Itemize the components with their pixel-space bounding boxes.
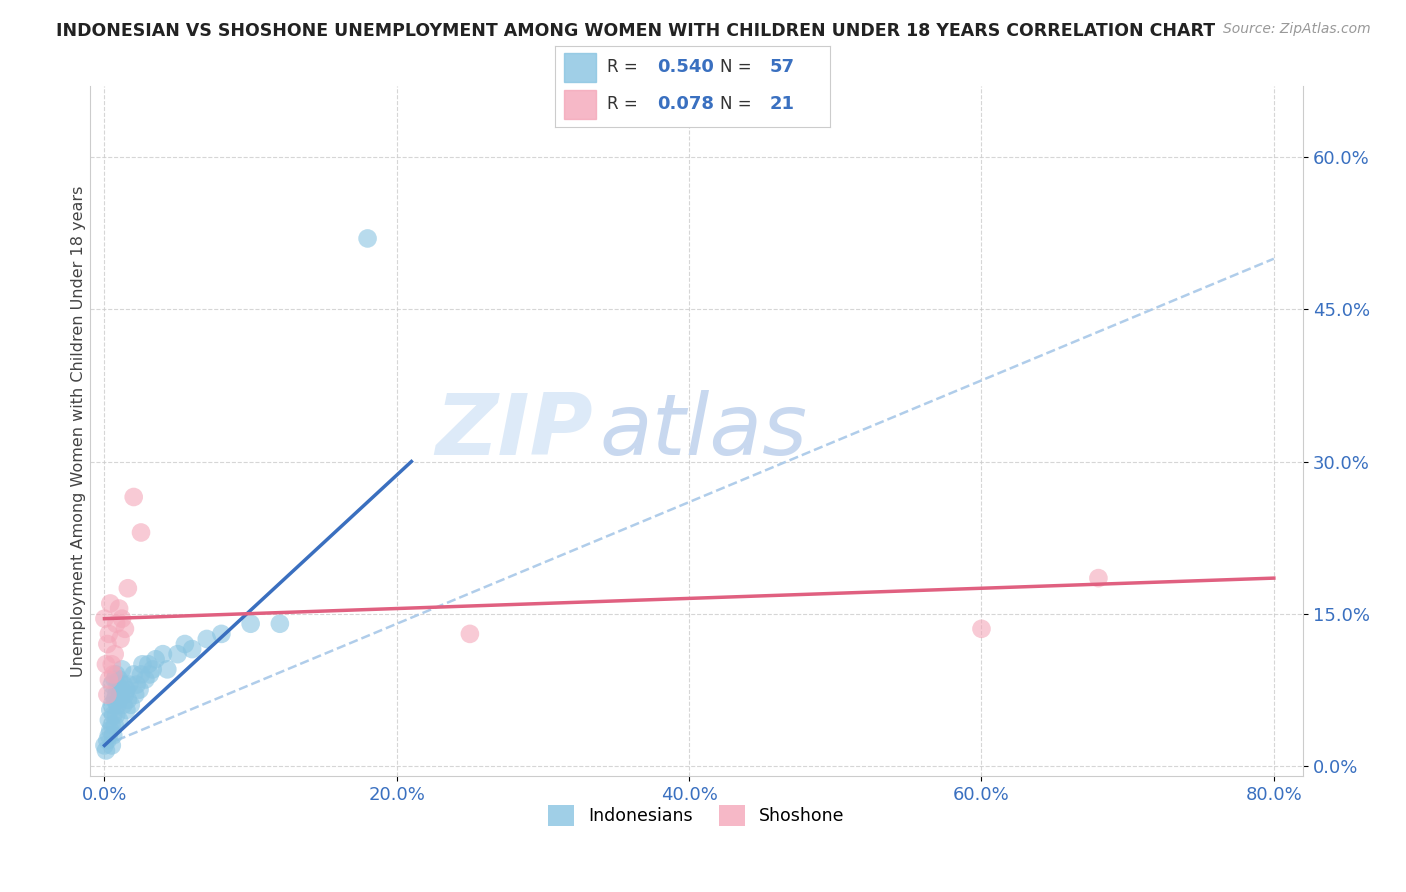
- Point: [97, 673, 120, 687]
- Point: [134, 673, 156, 687]
- Bar: [564, 53, 596, 82]
- Text: 0.540: 0.540: [657, 58, 714, 76]
- Point: [98, 597, 121, 611]
- Text: ZIP: ZIP: [436, 390, 593, 473]
- Point: [114, 688, 136, 702]
- Point: [166, 647, 188, 661]
- Point: [458, 627, 481, 641]
- Point: [125, 677, 148, 691]
- Point: [117, 693, 139, 707]
- Point: [111, 682, 134, 697]
- Point: [98, 723, 121, 738]
- Point: [107, 698, 129, 712]
- Text: Source: ZipAtlas.com: Source: ZipAtlas.com: [1223, 22, 1371, 37]
- Point: [100, 698, 122, 712]
- Point: [93, 612, 115, 626]
- Point: [94, 743, 117, 757]
- Point: [105, 688, 128, 702]
- Text: atlas: atlas: [599, 390, 807, 473]
- Point: [108, 673, 131, 687]
- Point: [100, 739, 122, 753]
- Point: [173, 637, 195, 651]
- Text: INDONESIAN VS SHOSHONE UNEMPLOYMENT AMONG WOMEN WITH CHILDREN UNDER 18 YEARS COR: INDONESIAN VS SHOSHONE UNEMPLOYMENT AMON…: [56, 22, 1215, 40]
- Point: [94, 657, 117, 672]
- Point: [100, 657, 122, 672]
- Point: [103, 708, 125, 723]
- Point: [115, 682, 138, 697]
- Point: [103, 667, 125, 681]
- Point: [124, 688, 146, 702]
- Text: N =: N =: [720, 58, 756, 76]
- Point: [100, 718, 122, 732]
- Point: [136, 657, 159, 672]
- Point: [93, 739, 115, 753]
- Point: [98, 703, 121, 717]
- Point: [104, 673, 127, 687]
- Point: [128, 682, 150, 697]
- Point: [118, 677, 141, 691]
- Point: [114, 622, 136, 636]
- Point: [108, 601, 131, 615]
- Point: [104, 693, 127, 707]
- Text: 57: 57: [769, 58, 794, 76]
- Text: N =: N =: [720, 95, 756, 113]
- Point: [105, 708, 128, 723]
- Point: [111, 612, 134, 626]
- Point: [115, 703, 138, 717]
- Point: [181, 642, 204, 657]
- Point: [152, 647, 174, 661]
- Text: R =: R =: [607, 95, 644, 113]
- Point: [97, 627, 120, 641]
- Point: [96, 637, 118, 651]
- Point: [105, 616, 128, 631]
- Point: [269, 616, 291, 631]
- Point: [122, 490, 145, 504]
- Point: [108, 713, 131, 727]
- Point: [110, 632, 132, 646]
- Text: 0.078: 0.078: [657, 95, 714, 113]
- Point: [120, 698, 142, 712]
- Point: [970, 622, 993, 636]
- Point: [108, 693, 131, 707]
- Bar: [564, 90, 596, 119]
- Point: [356, 231, 378, 245]
- Point: [129, 525, 152, 540]
- Point: [96, 688, 118, 702]
- Point: [209, 627, 232, 641]
- Point: [1087, 571, 1109, 585]
- Point: [97, 728, 120, 742]
- Point: [104, 647, 127, 661]
- Text: R =: R =: [607, 58, 644, 76]
- Point: [122, 667, 145, 681]
- Text: 21: 21: [769, 95, 794, 113]
- Legend: Indonesians, Shoshone: Indonesians, Shoshone: [541, 797, 852, 832]
- Point: [145, 652, 167, 666]
- Point: [97, 713, 120, 727]
- Point: [100, 677, 122, 691]
- Point: [142, 662, 165, 676]
- Point: [103, 688, 125, 702]
- Point: [131, 657, 153, 672]
- Point: [110, 688, 132, 702]
- Point: [105, 667, 128, 681]
- Point: [111, 662, 134, 676]
- Point: [96, 733, 118, 747]
- Point: [129, 667, 152, 681]
- Point: [195, 632, 218, 646]
- Point: [104, 718, 127, 732]
- Point: [239, 616, 262, 631]
- Point: [156, 662, 179, 676]
- Point: [117, 581, 139, 595]
- Point: [139, 667, 162, 681]
- Point: [112, 698, 135, 712]
- Point: [103, 728, 125, 742]
- Point: [107, 677, 129, 691]
- Y-axis label: Unemployment Among Women with Children Under 18 years: Unemployment Among Women with Children U…: [72, 186, 86, 677]
- Point: [112, 677, 135, 691]
